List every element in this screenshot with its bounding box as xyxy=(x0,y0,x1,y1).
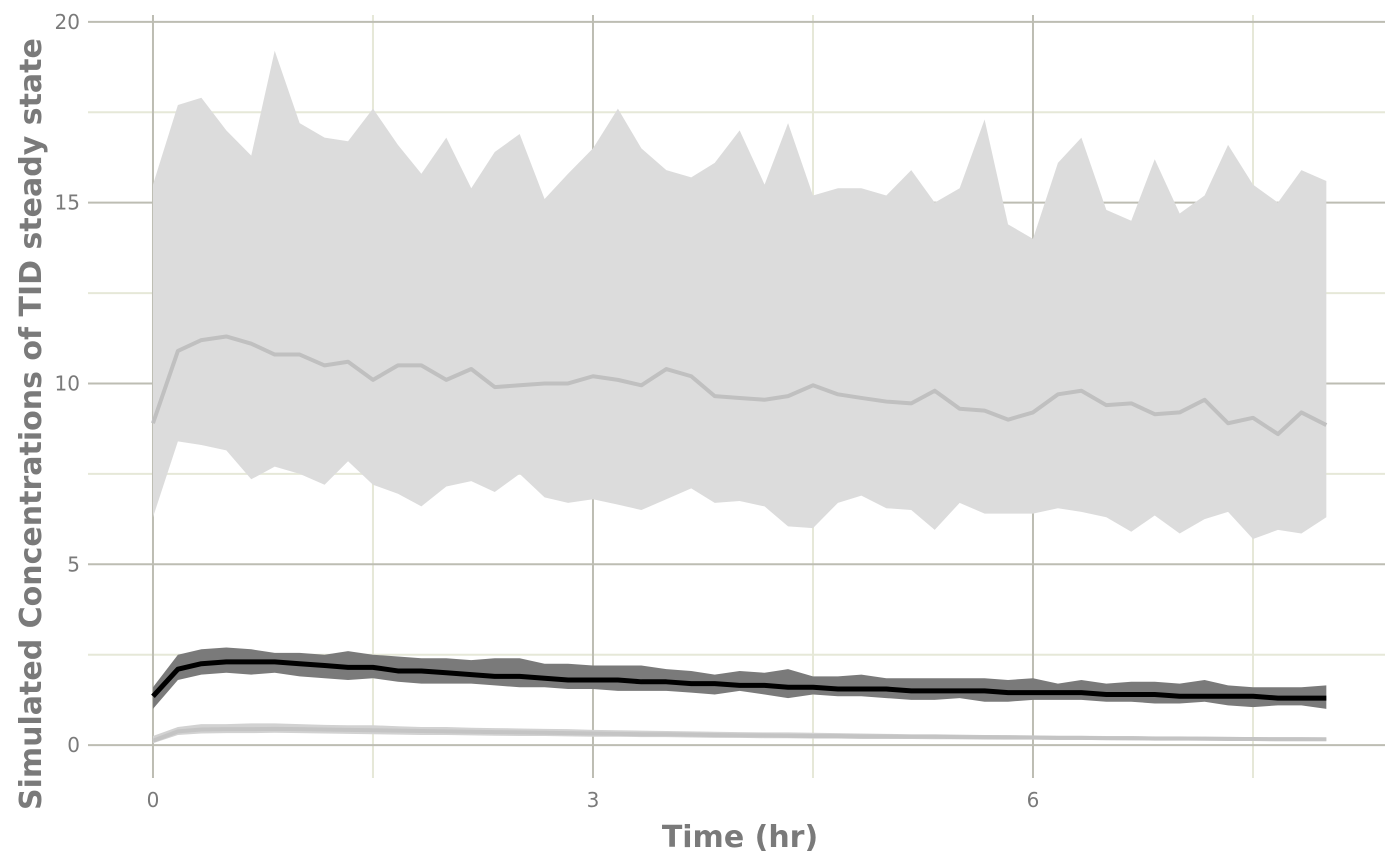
y-axis-title: Simulated Concentrations of TID steady s… xyxy=(14,38,49,810)
ribbon xyxy=(152,50,1327,539)
y-tick-label: 15 xyxy=(55,191,80,215)
labels: 0 3 6 0 5 10 15 20 xyxy=(55,10,1040,812)
ribbon xyxy=(152,647,1327,709)
median-line xyxy=(151,334,1328,437)
x-tick-label: 3 xyxy=(587,788,600,812)
y-tick-label: 10 xyxy=(55,371,80,395)
marks xyxy=(151,50,1328,744)
y-tick-label: 0 xyxy=(67,733,80,757)
y-tick-label: 5 xyxy=(67,552,80,576)
median-line xyxy=(152,726,1327,743)
x-tick-label: 0 xyxy=(147,788,160,812)
x-axis-title: Time (hr) xyxy=(662,820,818,855)
median-line xyxy=(151,659,1327,701)
x-tick-label: 6 xyxy=(1027,788,1040,812)
y-tick-label: 20 xyxy=(55,10,80,34)
